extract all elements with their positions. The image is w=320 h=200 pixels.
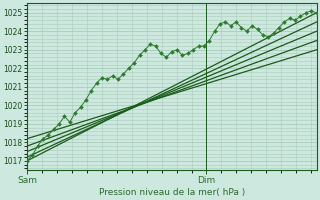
X-axis label: Pression niveau de la mer( hPa ): Pression niveau de la mer( hPa ) (99, 188, 245, 197)
